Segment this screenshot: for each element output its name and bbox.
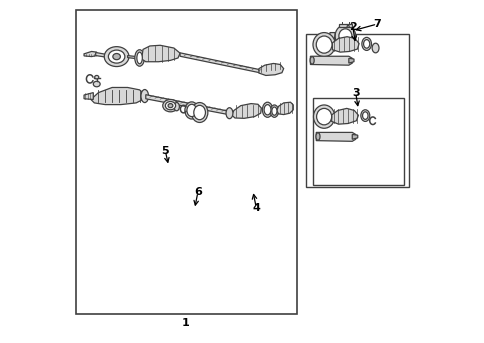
Text: 3: 3 bbox=[351, 87, 359, 98]
Polygon shape bbox=[180, 53, 261, 73]
Ellipse shape bbox=[371, 43, 378, 53]
Polygon shape bbox=[328, 33, 334, 43]
Polygon shape bbox=[95, 52, 107, 57]
Polygon shape bbox=[351, 134, 357, 139]
Ellipse shape bbox=[331, 43, 333, 46]
Polygon shape bbox=[316, 132, 355, 141]
Ellipse shape bbox=[262, 102, 272, 117]
Polygon shape bbox=[91, 87, 144, 105]
Ellipse shape bbox=[226, 108, 232, 119]
Polygon shape bbox=[310, 56, 351, 65]
Ellipse shape bbox=[362, 112, 367, 119]
Ellipse shape bbox=[338, 29, 351, 43]
Polygon shape bbox=[127, 56, 139, 59]
Polygon shape bbox=[84, 93, 93, 99]
Ellipse shape bbox=[313, 105, 334, 128]
Text: 4: 4 bbox=[252, 202, 259, 213]
Polygon shape bbox=[84, 51, 96, 57]
Ellipse shape bbox=[361, 37, 371, 50]
Ellipse shape bbox=[270, 105, 278, 117]
Ellipse shape bbox=[309, 57, 314, 64]
Ellipse shape bbox=[163, 99, 178, 112]
Ellipse shape bbox=[165, 102, 175, 110]
Ellipse shape bbox=[316, 108, 331, 125]
Ellipse shape bbox=[334, 25, 355, 47]
Ellipse shape bbox=[316, 36, 332, 53]
Polygon shape bbox=[231, 104, 261, 118]
Bar bbox=[76, 10, 297, 314]
Polygon shape bbox=[327, 43, 338, 46]
Text: 7: 7 bbox=[373, 19, 380, 29]
Ellipse shape bbox=[315, 133, 319, 140]
Text: 2: 2 bbox=[348, 22, 356, 33]
Bar bbox=[312, 98, 403, 185]
Ellipse shape bbox=[104, 47, 129, 67]
Bar bbox=[305, 34, 408, 187]
Polygon shape bbox=[141, 45, 180, 62]
Ellipse shape bbox=[191, 103, 208, 122]
Text: 6: 6 bbox=[194, 187, 201, 197]
Ellipse shape bbox=[360, 110, 369, 121]
Ellipse shape bbox=[186, 104, 196, 117]
Polygon shape bbox=[146, 95, 235, 116]
Ellipse shape bbox=[113, 54, 120, 60]
Ellipse shape bbox=[94, 75, 99, 79]
Ellipse shape bbox=[93, 81, 100, 87]
Ellipse shape bbox=[271, 107, 276, 115]
Ellipse shape bbox=[108, 50, 124, 63]
Ellipse shape bbox=[264, 105, 271, 115]
Ellipse shape bbox=[363, 39, 369, 48]
Polygon shape bbox=[331, 108, 358, 124]
Ellipse shape bbox=[174, 103, 179, 111]
Ellipse shape bbox=[312, 33, 334, 57]
Polygon shape bbox=[338, 24, 351, 27]
Ellipse shape bbox=[194, 105, 205, 120]
Ellipse shape bbox=[347, 25, 348, 27]
Ellipse shape bbox=[168, 104, 172, 108]
Polygon shape bbox=[276, 102, 293, 115]
Polygon shape bbox=[258, 63, 283, 75]
Polygon shape bbox=[332, 37, 358, 52]
Ellipse shape bbox=[135, 50, 144, 66]
Text: 5: 5 bbox=[161, 146, 169, 156]
Ellipse shape bbox=[184, 102, 198, 119]
Text: 1: 1 bbox=[182, 318, 189, 328]
Polygon shape bbox=[348, 58, 353, 63]
Ellipse shape bbox=[136, 52, 142, 64]
Ellipse shape bbox=[141, 90, 148, 103]
